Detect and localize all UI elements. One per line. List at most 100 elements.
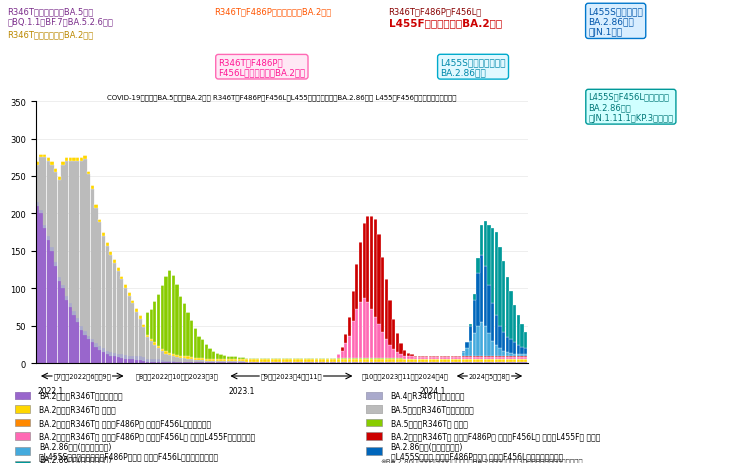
Bar [297, 362, 300, 363]
Text: 第7波：2022年6月～9月: 第7波：2022年6月～9月 [53, 373, 111, 380]
Bar [39, 154, 43, 158]
Bar [469, 357, 472, 359]
Bar [440, 360, 443, 362]
Bar [400, 360, 403, 362]
Bar [161, 286, 164, 349]
Bar [65, 162, 68, 296]
Bar [524, 332, 528, 349]
Bar [477, 356, 480, 357]
Bar [517, 316, 520, 345]
FancyBboxPatch shape [15, 432, 30, 440]
Bar [462, 356, 465, 357]
Bar [278, 358, 281, 360]
Bar [465, 359, 468, 360]
Bar [215, 361, 219, 363]
Bar [524, 359, 528, 360]
Bar [340, 362, 344, 363]
Bar [308, 360, 311, 362]
Bar [488, 225, 491, 285]
Bar [388, 300, 391, 345]
Bar [509, 362, 513, 363]
Bar [451, 360, 454, 362]
Bar [458, 356, 461, 357]
Bar [304, 360, 307, 362]
Bar [363, 360, 366, 362]
Bar [484, 356, 487, 357]
Bar [488, 357, 491, 359]
Bar [131, 360, 135, 363]
Bar [432, 360, 436, 362]
Bar [473, 333, 476, 356]
Bar [458, 357, 461, 359]
Bar [374, 317, 377, 358]
Bar [157, 360, 160, 362]
Bar [502, 351, 505, 356]
Bar [524, 355, 528, 356]
Text: 2024.1: 2024.1 [420, 386, 445, 395]
Bar [458, 362, 461, 363]
Bar [142, 361, 146, 363]
Bar [172, 354, 175, 356]
Bar [80, 162, 83, 326]
Bar [517, 355, 520, 356]
Bar [443, 360, 447, 362]
FancyBboxPatch shape [366, 419, 382, 426]
Bar [440, 362, 443, 363]
Bar [462, 362, 465, 363]
Bar [370, 360, 373, 362]
Bar [54, 173, 57, 263]
Bar [428, 356, 432, 357]
Bar [238, 361, 241, 363]
Bar [91, 186, 94, 189]
Bar [495, 360, 498, 362]
Bar [65, 300, 68, 363]
Bar [491, 359, 494, 360]
Bar [366, 362, 369, 363]
Bar [488, 356, 491, 357]
Bar [440, 356, 443, 357]
Bar [113, 263, 116, 353]
Bar [69, 158, 72, 162]
Bar [153, 345, 156, 360]
Bar [80, 330, 83, 363]
Bar [480, 360, 483, 362]
Bar [198, 336, 201, 358]
Bar [161, 351, 164, 361]
Bar [337, 362, 340, 363]
Bar [179, 296, 182, 356]
Bar [462, 352, 465, 356]
Bar [506, 352, 509, 356]
Bar [69, 162, 72, 304]
Bar [275, 358, 278, 360]
Bar [469, 360, 472, 362]
Bar [377, 325, 380, 358]
Text: L455S変異を持つ
BA.2.86系統
（JN.1等）: L455S変異を持つ BA.2.86系統 （JN.1等） [588, 7, 643, 37]
Bar [209, 348, 212, 359]
Bar [110, 255, 112, 352]
Bar [491, 357, 494, 359]
Bar [502, 360, 505, 362]
Bar [359, 358, 362, 360]
Bar [377, 235, 380, 325]
Bar [124, 359, 127, 363]
Bar [263, 358, 266, 360]
Bar [183, 362, 186, 363]
Bar [513, 362, 517, 363]
Bar [363, 358, 366, 360]
Bar [314, 358, 318, 360]
Bar [135, 361, 138, 363]
Bar [289, 362, 292, 363]
Bar [194, 328, 197, 358]
Bar [230, 359, 234, 361]
Bar [256, 362, 259, 363]
Bar [506, 337, 509, 352]
Bar [509, 339, 513, 353]
FancyBboxPatch shape [15, 392, 30, 399]
Bar [249, 358, 252, 360]
Bar [98, 223, 101, 346]
Bar [421, 360, 425, 362]
Bar [366, 360, 369, 362]
Bar [271, 360, 274, 362]
Bar [98, 219, 101, 223]
Bar [168, 361, 171, 363]
